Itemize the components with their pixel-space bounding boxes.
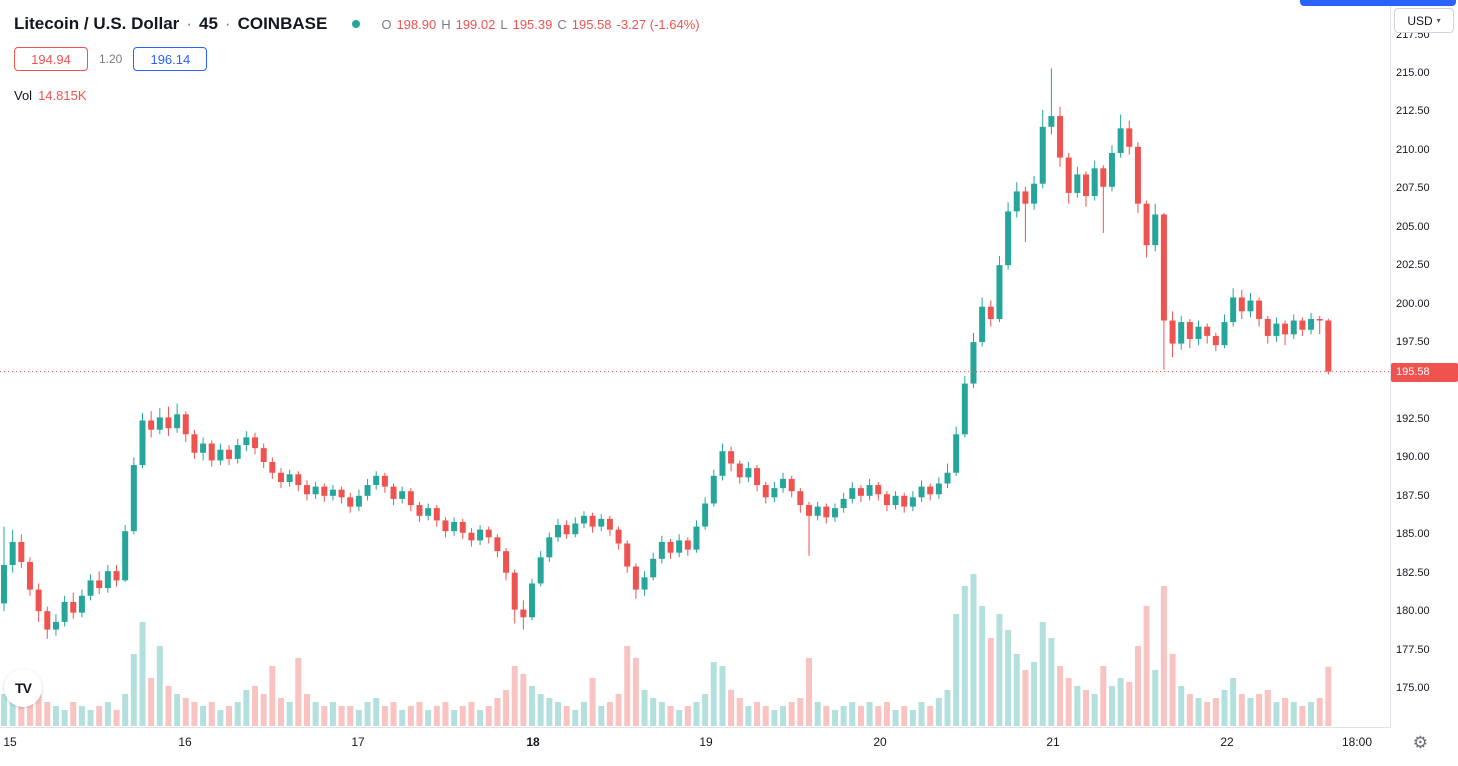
high-value: 199.02 <box>455 16 496 32</box>
currency-selector-button[interactable]: USD ▾ <box>1394 8 1454 33</box>
tradingview-logo[interactable]: TV <box>4 669 42 707</box>
volume-bars <box>1 574 1332 726</box>
open-label: O <box>381 16 392 32</box>
market-status-dot-icon <box>352 20 361 28</box>
price-axis-label: 210.00 <box>1396 143 1430 156</box>
time-axis-label: 22 <box>1220 735 1234 749</box>
time-axis-label: 20 <box>873 735 887 749</box>
time-axis-label: 18 <box>526 735 540 749</box>
price-axis-label: 177.50 <box>1396 643 1430 656</box>
volume-label: Vol <box>14 88 33 103</box>
price-axis-label: 215.00 <box>1396 67 1430 79</box>
candlestick-chart[interactable] <box>0 0 1390 727</box>
chart-pane[interactable]: Litecoin / U.S. Dollar · 45 · COINBASE O… <box>0 0 1391 728</box>
price-axis-label: 187.50 <box>1396 489 1430 502</box>
currency-label: USD <box>1407 13 1433 28</box>
price-axis-label: 197.50 <box>1396 336 1430 349</box>
time-axis-label: 18:00 <box>1341 735 1373 749</box>
top-right-partial-button[interactable] <box>1300 0 1456 6</box>
close-value: 195.58 <box>571 16 612 32</box>
gear-icon[interactable]: ⚙ <box>1412 733 1428 752</box>
legend-separator: · <box>224 14 231 33</box>
sell-button[interactable]: 194.94 <box>14 47 88 71</box>
exchange-name[interactable]: COINBASE <box>237 14 328 33</box>
time-axis-label: 17 <box>351 735 365 749</box>
volume-value: 14.815K <box>38 88 87 103</box>
price-scale[interactable]: 217.50 215.00 212.50 210.00 207.50 205.00 202.… <box>1391 0 1458 727</box>
chevron-down-icon: ▾ <box>1436 16 1441 25</box>
price-axis-label: 180.00 <box>1396 605 1430 618</box>
price-axis-label: 200.00 <box>1396 297 1430 310</box>
symbol-title[interactable]: Litecoin / U.S. Dollar <box>14 14 180 33</box>
time-axis-label: 19 <box>699 735 713 749</box>
time-scale[interactable]: 15 16 17 18 19 20 21 22 18:00 ⚙ <box>0 728 1458 766</box>
time-axis-label: 21 <box>1046 735 1060 749</box>
close-label: C <box>557 16 567 32</box>
price-axis-label: 182.50 <box>1396 566 1430 579</box>
price-axis-label: 192.50 <box>1396 412 1430 425</box>
price-axis-label: 212.50 <box>1396 105 1430 118</box>
low-value: 195.39 <box>512 16 553 32</box>
symbol-legend: Litecoin / U.S. Dollar · 45 · COINBASE O… <box>14 14 700 34</box>
time-axis-label: 15 <box>3 735 17 749</box>
legend-separator: · <box>186 14 192 33</box>
price-axis-label: 207.50 <box>1396 182 1430 195</box>
last-price-badge: 195.58 <box>1391 362 1458 382</box>
low-label: L <box>500 16 508 32</box>
high-label: H <box>441 16 451 32</box>
time-axis-label: 16 <box>178 735 192 749</box>
price-axis-label: 175.00 <box>1396 682 1430 694</box>
price-axis-label: 202.50 <box>1396 259 1430 272</box>
volume-legend: Vol 14.815K <box>14 88 87 103</box>
price-axis-label: 205.00 <box>1396 220 1430 233</box>
buy-button[interactable]: 196.14 <box>133 47 208 71</box>
change-value: -3.27 (-1.64%) <box>616 16 700 32</box>
ohlc-values: O 198.90 H 199.02 L 195.39 C 195.58 -3.27 (-… <box>381 17 699 32</box>
price-axis-label: 185.00 <box>1396 528 1430 541</box>
interval-value[interactable]: 45 <box>198 14 218 33</box>
spread-value: 1.20 <box>99 52 123 66</box>
trade-buttons-row: 194.94 1.20 196.14 <box>14 47 208 71</box>
price-axis-label: 190.00 <box>1396 451 1430 464</box>
candles <box>1 68 1332 639</box>
open-value: 198.90 <box>396 16 437 32</box>
